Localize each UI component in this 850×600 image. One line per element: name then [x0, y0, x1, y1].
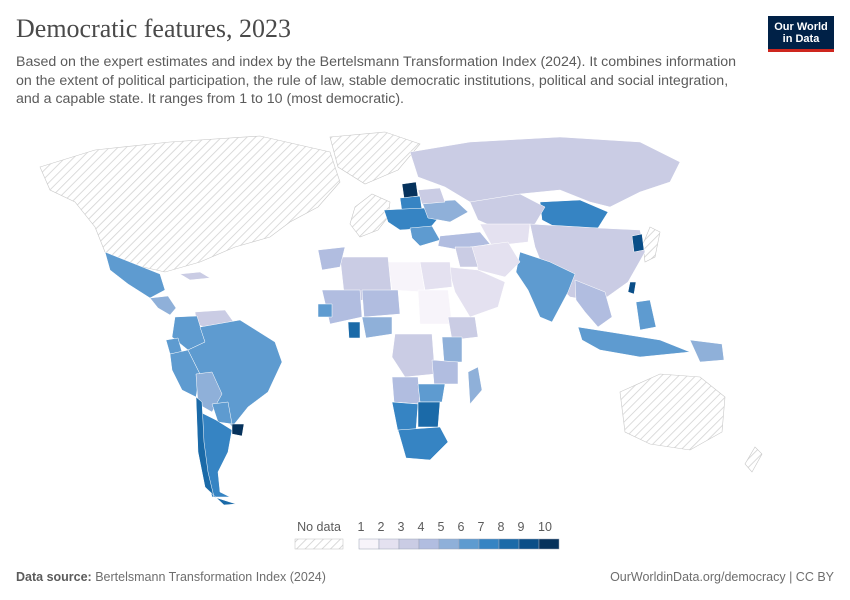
legend-bin-4[interactable]: [418, 538, 440, 550]
region-papua-new-guinea[interactable]: [689, 339, 725, 363]
region-cuba[interactable]: [179, 271, 211, 281]
world-map[interactable]: [0, 112, 850, 512]
region-india[interactable]: [515, 251, 576, 323]
legend-bin-8[interactable]: [498, 538, 520, 550]
footer-credit[interactable]: OurWorldinData.org/democracy | CC BY: [610, 570, 834, 584]
legend-tick-6: 6: [458, 520, 465, 534]
region-central-america[interactable]: [149, 295, 177, 316]
region-kazakhstan[interactable]: [469, 193, 546, 231]
region-kenya[interactable]: [441, 336, 463, 363]
logo-line-2: in Data: [782, 33, 820, 45]
legend-bin-7[interactable]: [478, 538, 500, 550]
chart-title: Democratic features, 2023: [16, 14, 292, 43]
legend-tick-8: 8: [498, 520, 505, 534]
legend-tick-3: 3: [398, 520, 405, 534]
region-russia[interactable]: [409, 136, 681, 208]
region-egypt[interactable]: [419, 261, 453, 291]
region-south-korea[interactable]: [631, 233, 645, 253]
region-madagascar[interactable]: [467, 366, 483, 405]
region-ghana[interactable]: [347, 321, 361, 339]
legend-tick-7: 7: [478, 520, 485, 534]
region-taiwan[interactable]: [627, 281, 637, 295]
region-balkans[interactable]: [409, 225, 441, 247]
region-zambia[interactable]: [417, 383, 446, 403]
legend-bin-2[interactable]: [378, 538, 400, 550]
legend-bin-10[interactable]: [538, 538, 560, 550]
region-niger[interactable]: [361, 289, 401, 318]
map-legend: No data 1 2 3 4 5 6 7 8 9 10: [294, 520, 560, 550]
region-central-asia[interactable]: [479, 223, 531, 247]
data-regions: [104, 136, 725, 506]
region-arabian-peninsula[interactable]: [447, 266, 506, 318]
legend-bin-3[interactable]: [398, 538, 420, 550]
region-uruguay[interactable]: [231, 423, 245, 437]
region-western-europe: [349, 193, 391, 238]
legend-bin-6[interactable]: [458, 538, 480, 550]
source-label: Data source:: [16, 570, 92, 584]
region-southeast-asia[interactable]: [574, 279, 613, 328]
region-chile[interactable]: [195, 396, 237, 506]
legend-bin-5[interactable]: [438, 538, 460, 550]
region-ukraine[interactable]: [421, 199, 469, 223]
owid-logo[interactable]: Our World in Data: [768, 16, 834, 52]
region-ethiopia[interactable]: [447, 316, 479, 341]
source-text[interactable]: Bertelsmann Transformation Index (2024): [95, 570, 326, 584]
region-angola[interactable]: [391, 376, 421, 405]
region-iraq[interactable]: [454, 246, 479, 268]
region-mexico[interactable]: [104, 251, 166, 299]
footer-source: Data source: Bertelsmann Transformation …: [16, 570, 326, 584]
region-morocco[interactable]: [317, 246, 346, 271]
legend-bin-9[interactable]: [518, 538, 540, 550]
region-australia: [619, 373, 726, 451]
region-south-africa[interactable]: [397, 426, 449, 461]
chart-subtitle: Based on the expert estimates and index …: [16, 54, 737, 107]
region-belarus[interactable]: [417, 187, 446, 205]
region-senegal[interactable]: [317, 303, 333, 318]
region-nigeria[interactable]: [361, 316, 393, 339]
region-new-zealand: [744, 446, 763, 473]
legend-tick-10: 10: [538, 520, 552, 534]
region-north-america: [39, 135, 341, 273]
logo-line-1: Our World: [774, 21, 828, 33]
region-japan: [642, 226, 661, 263]
region-tanzania[interactable]: [431, 359, 459, 385]
legend-tick-5: 5: [438, 520, 445, 534]
legend-tick-1: 1: [358, 520, 365, 534]
legend-no-data-label: No data: [297, 520, 341, 534]
region-indonesia[interactable]: [577, 326, 691, 358]
legend-no-data-swatch: [294, 538, 344, 550]
region-libya[interactable]: [387, 261, 426, 293]
region-sudan[interactable]: [417, 289, 453, 325]
region-philippines[interactable]: [635, 299, 657, 331]
legend-tick-2: 2: [378, 520, 385, 534]
region-botswana[interactable]: [417, 401, 441, 428]
legend-bin-1[interactable]: [358, 538, 380, 550]
region-dr-congo[interactable]: [391, 333, 436, 378]
region-namibia[interactable]: [391, 401, 419, 433]
region-baltics[interactable]: [401, 181, 419, 199]
legend-tick-9: 9: [518, 520, 525, 534]
legend-tick-4: 4: [418, 520, 425, 534]
no-data-regions: [39, 131, 763, 473]
region-greenland: [329, 131, 421, 185]
